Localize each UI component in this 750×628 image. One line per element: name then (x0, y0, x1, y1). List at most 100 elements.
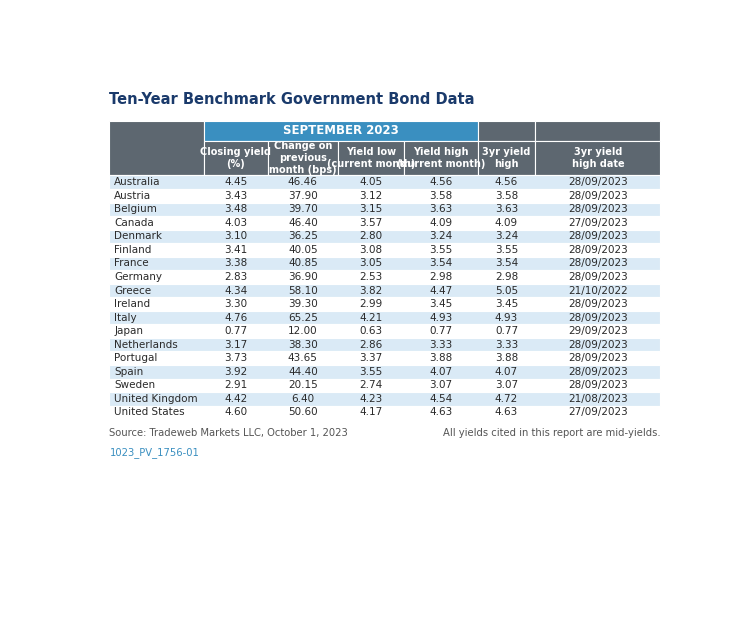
Text: 3.88: 3.88 (429, 353, 452, 363)
Text: 21/10/2022: 21/10/2022 (568, 286, 628, 296)
Bar (110, 230, 661, 243)
Text: 4.07: 4.07 (495, 367, 518, 377)
Text: 3.82: 3.82 (359, 286, 382, 296)
Text: Portugal: Portugal (114, 353, 158, 363)
Text: 4.76: 4.76 (224, 313, 248, 323)
Bar (268, 141, 338, 175)
Text: 65.25: 65.25 (288, 313, 318, 323)
Text: 28/09/2023: 28/09/2023 (568, 367, 628, 377)
Text: 3.55: 3.55 (495, 245, 518, 255)
Text: 3.45: 3.45 (495, 299, 518, 309)
Text: 39.70: 39.70 (288, 204, 318, 214)
Text: 3.54: 3.54 (429, 259, 452, 268)
Text: 3.92: 3.92 (224, 367, 248, 377)
Text: 28/09/2023: 28/09/2023 (568, 272, 628, 282)
Text: 3.30: 3.30 (224, 299, 248, 309)
Text: 36.25: 36.25 (288, 231, 318, 241)
Text: 43.65: 43.65 (288, 353, 318, 363)
Text: France: France (114, 259, 148, 268)
Text: 3.37: 3.37 (359, 353, 382, 363)
Text: 40.85: 40.85 (288, 259, 318, 268)
Text: Japan: Japan (114, 326, 143, 336)
Text: 4.42: 4.42 (224, 394, 248, 404)
Text: Source: Tradeweb Markets LLC, October 1, 2023: Source: Tradeweb Markets LLC, October 1,… (110, 428, 348, 438)
Text: 28/09/2023: 28/09/2023 (568, 204, 628, 214)
Text: 2.53: 2.53 (359, 272, 382, 282)
Text: 0.77: 0.77 (495, 326, 518, 336)
Text: 3.08: 3.08 (359, 245, 382, 255)
Text: 4.17: 4.17 (359, 408, 382, 418)
Bar (478, 121, 536, 141)
Text: 46.46: 46.46 (288, 177, 318, 187)
Text: 3.45: 3.45 (429, 299, 452, 309)
Text: 3.07: 3.07 (429, 381, 452, 391)
Text: 58.10: 58.10 (288, 286, 318, 296)
Text: Ireland: Ireland (114, 299, 150, 309)
Text: 3.33: 3.33 (495, 340, 518, 350)
Text: 3.54: 3.54 (495, 259, 518, 268)
Text: 4.63: 4.63 (495, 408, 518, 418)
Text: 5.05: 5.05 (495, 286, 518, 296)
Text: 3.63: 3.63 (495, 204, 518, 214)
Text: 2.98: 2.98 (495, 272, 518, 282)
Text: Denmark: Denmark (114, 231, 162, 241)
Text: 38.30: 38.30 (288, 340, 318, 350)
Text: 4.60: 4.60 (224, 408, 248, 418)
Text: 28/09/2023: 28/09/2023 (568, 340, 628, 350)
Bar (110, 352, 661, 365)
Bar (110, 203, 661, 216)
Text: 2.86: 2.86 (359, 340, 382, 350)
Text: Finland: Finland (114, 245, 152, 255)
Bar (110, 216, 661, 230)
Text: 3.24: 3.24 (429, 231, 452, 241)
Text: 3.58: 3.58 (429, 191, 452, 201)
Bar (110, 175, 661, 189)
Bar (110, 284, 661, 297)
Bar (478, 141, 536, 175)
Text: 2.80: 2.80 (359, 231, 382, 241)
Text: 4.03: 4.03 (224, 218, 248, 228)
Text: 3.63: 3.63 (429, 204, 452, 214)
Text: Yield low
(current month): Yield low (current month) (327, 147, 416, 170)
Bar (110, 325, 661, 338)
Text: 20.15: 20.15 (288, 381, 318, 391)
Text: 28/09/2023: 28/09/2023 (568, 299, 628, 309)
Bar (204, 121, 478, 141)
Text: 4.45: 4.45 (224, 177, 248, 187)
Text: 4.09: 4.09 (429, 218, 452, 228)
Text: United States: United States (114, 408, 184, 418)
Text: 4.34: 4.34 (224, 286, 248, 296)
Text: 4.23: 4.23 (359, 394, 382, 404)
Text: 29/09/2023: 29/09/2023 (568, 326, 628, 336)
Bar (110, 297, 661, 311)
Bar (110, 270, 661, 284)
Text: 3.55: 3.55 (429, 245, 452, 255)
Text: 3.10: 3.10 (224, 231, 248, 241)
Text: 4.63: 4.63 (429, 408, 452, 418)
Text: 3.41: 3.41 (224, 245, 248, 255)
Bar (110, 121, 204, 175)
Text: Sweden: Sweden (114, 381, 155, 391)
Text: 21/08/2023: 21/08/2023 (568, 394, 628, 404)
Text: 40.05: 40.05 (288, 245, 318, 255)
Text: 3.33: 3.33 (429, 340, 452, 350)
Text: Australia: Australia (114, 177, 160, 187)
Text: 2.98: 2.98 (429, 272, 452, 282)
Text: 3.43: 3.43 (224, 191, 248, 201)
Text: Change on
previous
month (bps): Change on previous month (bps) (269, 141, 337, 175)
Text: 3.17: 3.17 (224, 340, 248, 350)
Text: Netherlands: Netherlands (114, 340, 178, 350)
Text: 2.91: 2.91 (224, 381, 248, 391)
Text: 4.93: 4.93 (495, 313, 518, 323)
Text: 27/09/2023: 27/09/2023 (568, 218, 628, 228)
Text: 44.40: 44.40 (288, 367, 318, 377)
Text: 3.73: 3.73 (224, 353, 248, 363)
Text: Germany: Germany (114, 272, 162, 282)
Bar (110, 406, 661, 419)
Bar (536, 141, 661, 175)
Text: Spain: Spain (114, 367, 143, 377)
Bar (536, 121, 661, 141)
Text: 4.56: 4.56 (495, 177, 518, 187)
Text: 28/09/2023: 28/09/2023 (568, 191, 628, 201)
Text: 0.77: 0.77 (224, 326, 248, 336)
